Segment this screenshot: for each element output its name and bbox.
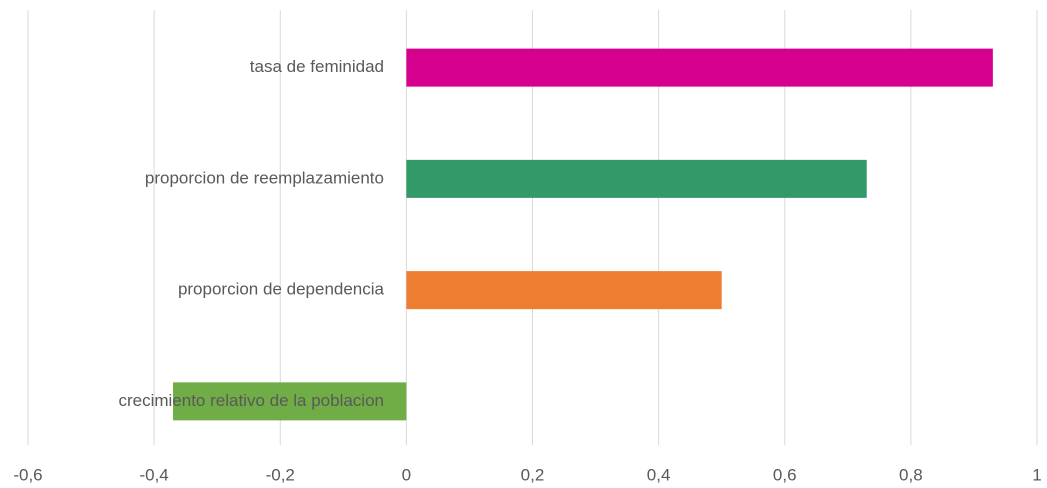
x-tick-label: -0,2 — [266, 465, 295, 484]
x-tick-label: -0,6 — [13, 465, 42, 484]
y-tick-label: proporcion de dependencia — [178, 280, 385, 299]
x-tick-label: 0 — [402, 465, 411, 484]
x-tick-label: 0,4 — [647, 465, 671, 484]
bar — [406, 48, 993, 87]
x-tick-label: 0,8 — [899, 465, 923, 484]
y-tick-label: tasa de feminidad — [250, 57, 384, 76]
x-tick-label: -0,4 — [139, 465, 168, 484]
bar — [406, 159, 867, 198]
y-tick-label: crecimiento relativo de la poblacion — [118, 391, 384, 410]
y-tick-label: proporcion de reemplazamiento — [145, 168, 384, 187]
bar — [173, 382, 407, 421]
bar — [406, 271, 722, 310]
x-tick-label: 0,2 — [521, 465, 545, 484]
x-tick-label: 0,6 — [773, 465, 797, 484]
x-tick-label: 1 — [1032, 465, 1041, 484]
